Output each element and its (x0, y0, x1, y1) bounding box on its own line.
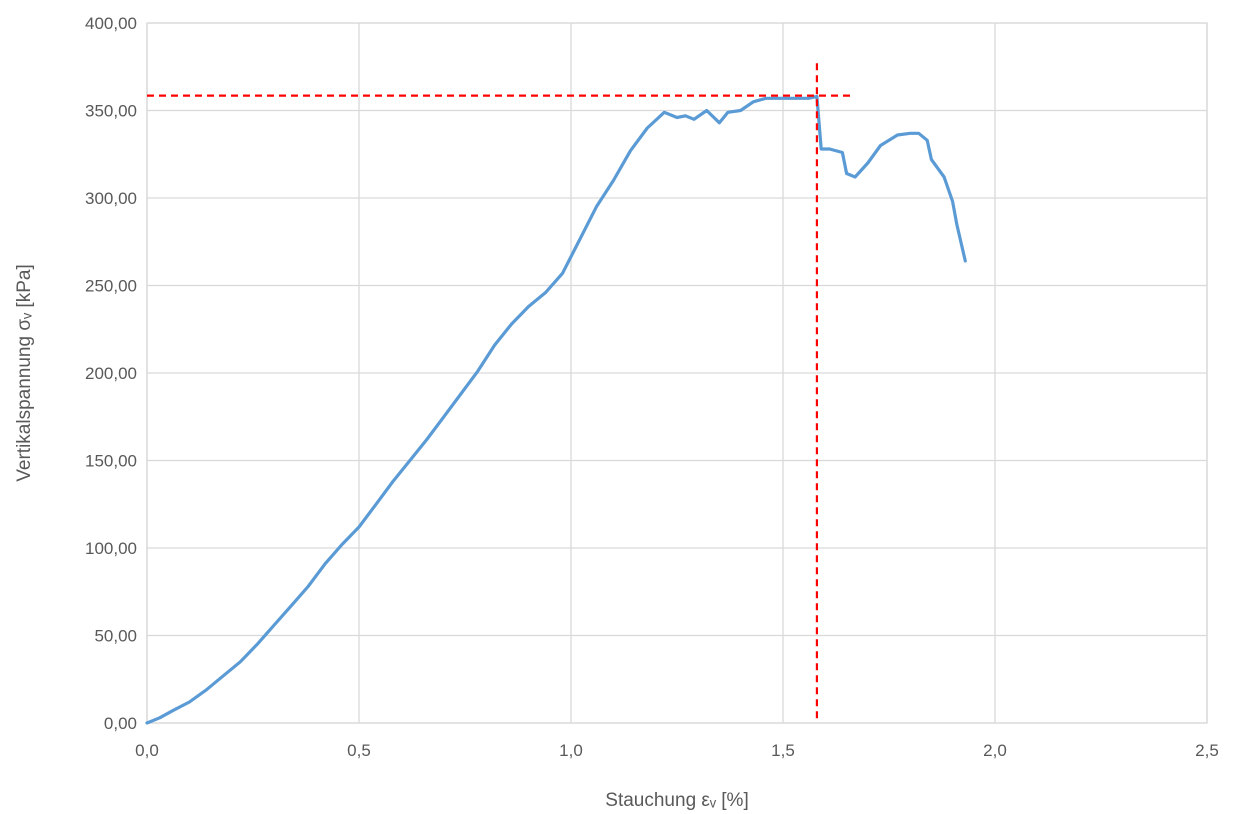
x-tick-label: 1,0 (559, 741, 583, 760)
y-tick-label: 250,00 (85, 277, 137, 296)
x-tick-label: 0,0 (135, 741, 159, 760)
plot-area-border (146, 22, 1208, 724)
x-tick-label: 1,5 (771, 741, 795, 760)
y-tick-label: 0,00 (104, 714, 137, 733)
x-tick-label: 2,5 (1195, 741, 1219, 760)
series-group (145, 94, 967, 725)
reference-lines (147, 63, 851, 723)
x-axis-title: Stauchung εᵥ [%] (605, 790, 748, 811)
gridlines (146, 22, 1208, 724)
y-tick-label: 100,00 (85, 539, 137, 558)
y-axis-title: Vertikalspannung σᵥ [kPa] (14, 264, 35, 481)
y-tick-label: 150,00 (85, 452, 137, 471)
x-axis-tick-labels: 0,0 0,5 1,0 1,5 2,0 2,5 (135, 741, 1219, 760)
y-tick-label: 200,00 (85, 364, 137, 383)
y-tick-label: 300,00 (85, 189, 137, 208)
x-tick-label: 0,5 (347, 741, 371, 760)
y-axis-tick-labels: 0,00 50,00 100,00 150,00 200,00 250,00 300,00 3… (85, 14, 137, 733)
series-line-0 (145, 94, 967, 725)
y-tick-label: 350,00 (85, 102, 137, 121)
plot-border (146, 22, 1208, 724)
y-tick-label: 50,00 (94, 627, 137, 646)
y-tick-label: 400,00 (85, 14, 137, 33)
x-tick-label: 2,0 (983, 741, 1007, 760)
